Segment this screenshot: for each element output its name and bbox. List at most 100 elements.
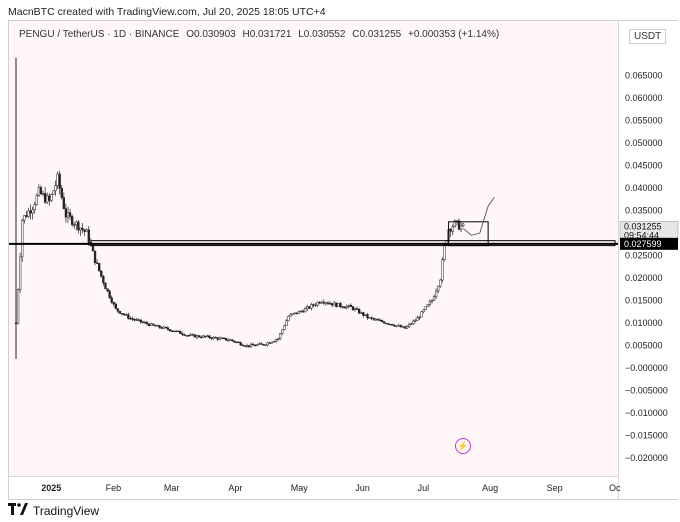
candle-body	[430, 300, 434, 302]
candle-body	[114, 303, 117, 309]
consolidation-box	[448, 221, 489, 247]
candle-body	[407, 323, 411, 327]
candle-body	[330, 303, 334, 306]
candle-body	[266, 342, 269, 346]
candle-body	[229, 339, 232, 341]
candle-body	[141, 321, 145, 324]
candle-body	[262, 343, 265, 346]
candle-body	[272, 341, 276, 343]
y-tick-label: 0.020000	[625, 273, 663, 283]
candle-body	[73, 224, 76, 226]
price-axis[interactable]	[618, 21, 678, 499]
candle-body	[301, 310, 305, 313]
candle-body	[360, 312, 363, 314]
candle-body	[135, 319, 138, 321]
y-tick-label: 0.040000	[625, 183, 663, 193]
candle-body	[278, 333, 282, 340]
brand-name: TradingView	[33, 503, 100, 518]
candle-body	[100, 270, 103, 277]
candle-body	[353, 308, 357, 311]
y-tick-label: −0.005000	[625, 385, 668, 395]
candle-body	[283, 325, 286, 331]
candle-body	[424, 306, 427, 310]
candle-body	[187, 335, 190, 337]
candle-body	[195, 335, 199, 338]
countdown-label: 09:54:44	[624, 230, 659, 240]
ohlc-high: H0.031721	[242, 29, 292, 40]
candle-body	[378, 319, 382, 322]
candle-body	[25, 215, 28, 217]
candle-body	[335, 302, 338, 308]
y-tick-label: −0.015000	[625, 430, 668, 440]
candle-body	[95, 262, 99, 264]
x-tick-label: May	[291, 483, 309, 493]
candle-body	[68, 212, 72, 217]
candle-body	[185, 335, 188, 337]
candle-body	[443, 244, 446, 260]
tradingview-logo-icon	[8, 503, 28, 518]
candle-body	[351, 306, 355, 311]
candle-body	[81, 227, 84, 231]
candle-body	[437, 285, 440, 292]
candle-body	[50, 194, 53, 201]
candle-body	[260, 343, 263, 345]
currency-button[interactable]: USDT	[629, 29, 667, 44]
candle-body	[264, 344, 267, 346]
chart-frame[interactable]: 0.065000 0.060000 0.055000 0.050000 0.045000…	[8, 20, 679, 500]
candle-body	[156, 325, 159, 327]
candle-body	[391, 324, 394, 326]
x-tick-label: Mar	[164, 483, 180, 493]
candle-body	[87, 229, 90, 243]
candle-body	[310, 304, 313, 309]
candle-body	[189, 334, 192, 336]
candle-body	[43, 193, 47, 203]
candle-body	[172, 330, 176, 333]
lightning-icon[interactable]: ⚡	[455, 438, 471, 454]
candle-body	[316, 302, 319, 306]
candle-body	[237, 341, 240, 344]
candle-body	[428, 301, 432, 305]
candle-body	[449, 229, 452, 232]
candle-body	[204, 335, 207, 338]
candle-body	[387, 323, 390, 325]
candle-body	[341, 306, 344, 308]
candle-body	[116, 308, 120, 312]
candles-group	[14, 170, 465, 349]
symbol-label: PENGU / TetherUS · 1D · BINANCE	[19, 29, 180, 40]
candle-body	[147, 323, 151, 326]
y-tick-label: 0.060000	[625, 93, 663, 103]
y-tick-label: −0.020000	[625, 453, 668, 463]
candle-body	[420, 311, 423, 318]
candle-body	[164, 326, 167, 329]
candle-body	[231, 339, 234, 342]
candle-body	[345, 306, 348, 308]
candle-body	[27, 210, 30, 217]
candle-body	[289, 314, 292, 317]
candle-body	[112, 302, 115, 305]
candle-body	[208, 335, 211, 339]
candle-body	[432, 296, 436, 301]
candle-body	[127, 314, 130, 319]
symbol-legend: PENGU / TetherUS · 1D · BINANCE O0.03090…	[19, 29, 503, 40]
candle-body	[453, 220, 457, 228]
candle-body	[145, 322, 149, 325]
time-axis[interactable]	[9, 476, 618, 499]
candle-body	[177, 330, 180, 333]
x-tick-label: Oc	[609, 483, 621, 493]
candle-body	[197, 335, 201, 338]
candle-body	[245, 345, 249, 347]
candle-body	[295, 312, 298, 314]
candle-body	[308, 306, 311, 309]
candle-body	[183, 334, 186, 336]
x-tick-label: Apr	[228, 483, 242, 493]
candle-body	[358, 309, 361, 314]
candle-body	[137, 319, 140, 321]
candle-body	[370, 317, 373, 319]
support-price-tag	[620, 237, 678, 250]
candle-body	[324, 302, 328, 304]
candle-body	[202, 335, 205, 338]
candle-body	[181, 333, 184, 335]
candle-body	[382, 321, 386, 324]
candle-body	[33, 204, 36, 210]
candle-body	[98, 263, 101, 272]
